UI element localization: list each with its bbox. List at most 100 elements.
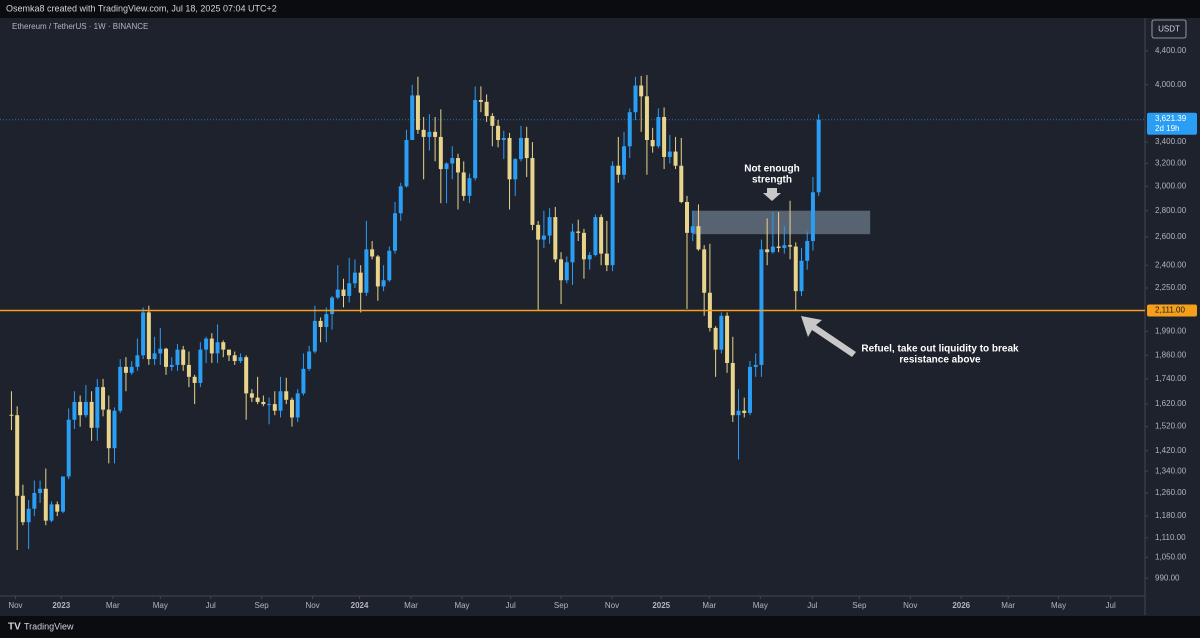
candle-body: [335, 289, 340, 298]
candle-body: [301, 368, 306, 394]
candle-body: [730, 362, 735, 416]
candle-body: [753, 364, 758, 367]
candle-body: [650, 140, 655, 147]
candle-body: [604, 253, 609, 266]
candle-body: [616, 165, 621, 175]
x-tick-label: 2026: [952, 601, 970, 610]
x-tick-label: Nov: [903, 601, 917, 610]
candle-body: [725, 315, 730, 363]
candle-body: [95, 387, 100, 428]
candle-body: [284, 391, 289, 400]
footer-bar: [0, 616, 1200, 638]
y-tick-label: 3,400.00: [1155, 137, 1187, 146]
candle-body: [66, 419, 71, 477]
candle-body: [713, 327, 718, 350]
candle-body: [467, 178, 472, 196]
x-tick-label: Jul: [1106, 601, 1116, 610]
candle-body: [639, 85, 644, 97]
candle-body: [816, 119, 821, 193]
candle-body: [101, 387, 106, 410]
header-bar: [0, 0, 1200, 18]
candle-body: [742, 410, 747, 413]
x-tick-label: Jul: [206, 601, 216, 610]
y-tick-label: 2,800.00: [1155, 206, 1187, 215]
candle-body: [123, 366, 128, 373]
candle-body: [570, 231, 575, 263]
candle-body: [444, 163, 449, 170]
candle-body: [656, 117, 661, 147]
candle-body: [667, 151, 672, 157]
candle-body: [696, 226, 701, 250]
candle-body: [599, 217, 604, 254]
candle-body: [547, 217, 552, 236]
level-label-box: [1147, 304, 1197, 317]
credit: Osemka8 created with TradingView.com, Ju…: [6, 3, 277, 13]
candle-body: [387, 250, 392, 281]
candle-body: [518, 137, 523, 160]
x-tick-label: Nov: [305, 601, 319, 610]
candle-body: [501, 137, 506, 141]
x-tick-label: May: [753, 601, 768, 610]
candle-body: [627, 112, 632, 147]
countdown: 2d 19h: [1155, 124, 1179, 133]
candle-body: [267, 404, 272, 406]
candle-body: [507, 137, 512, 180]
candle-body: [799, 260, 804, 292]
x-tick-label: Mar: [702, 601, 716, 610]
candle-body: [26, 508, 31, 523]
x-tick-label: Sep: [554, 601, 569, 610]
candle-body: [576, 231, 581, 233]
candle-body: [38, 488, 43, 493]
candle-body: [261, 401, 266, 405]
resistance-zone: [692, 210, 871, 235]
candle-body: [169, 364, 174, 367]
candle-body: [593, 217, 598, 256]
candle-body: [673, 151, 678, 166]
pointer-arrow: [801, 316, 856, 357]
candle-body: [72, 401, 77, 420]
y-tick-label: 1,050.00: [1155, 552, 1187, 561]
candle-body: [644, 96, 649, 141]
candle-body: [141, 312, 146, 356]
candle-body: [662, 117, 667, 157]
candle-body: [398, 186, 403, 214]
currency-box: [1151, 19, 1187, 39]
candle-body: [352, 272, 357, 284]
candle-body: [433, 131, 438, 137]
y-tick-label: 1,620.00: [1155, 399, 1187, 408]
candle-body: [318, 320, 323, 327]
down-arrow: [763, 188, 781, 201]
candle-body: [32, 492, 37, 509]
candle-body: [295, 393, 300, 418]
candle-body: [129, 366, 134, 373]
candle-body: [55, 504, 60, 512]
candle-body: [152, 353, 157, 360]
candle-body: [364, 249, 369, 293]
candle-body: [736, 410, 741, 416]
candle-body: [421, 129, 426, 137]
candle-body: [719, 315, 724, 350]
candle-body: [484, 101, 489, 117]
annotation: Not enough: [744, 164, 800, 175]
y-tick-label: 1,260.00: [1155, 488, 1187, 497]
candle-body: [89, 401, 94, 428]
candle-body: [530, 158, 535, 225]
candle-body: [782, 245, 787, 248]
candle-body: [461, 172, 466, 196]
candle-body: [587, 255, 592, 260]
candle-body: [278, 391, 283, 411]
candle-body: [15, 415, 20, 496]
candle-body: [49, 504, 54, 521]
candle-body: [513, 159, 518, 180]
candle-body: [307, 351, 312, 369]
candle-body: [249, 393, 254, 398]
y-tick-label: 4,400.00: [1155, 46, 1187, 55]
x-tick-label: Mar: [1001, 601, 1015, 610]
candle-body: [375, 256, 380, 287]
candle-body: [685, 201, 689, 233]
candle-body: [232, 355, 237, 362]
annotation: Refuel, take out liquidity to break: [861, 344, 1019, 355]
candle-body: [9, 414, 14, 416]
x-tick-label: May: [153, 601, 168, 610]
